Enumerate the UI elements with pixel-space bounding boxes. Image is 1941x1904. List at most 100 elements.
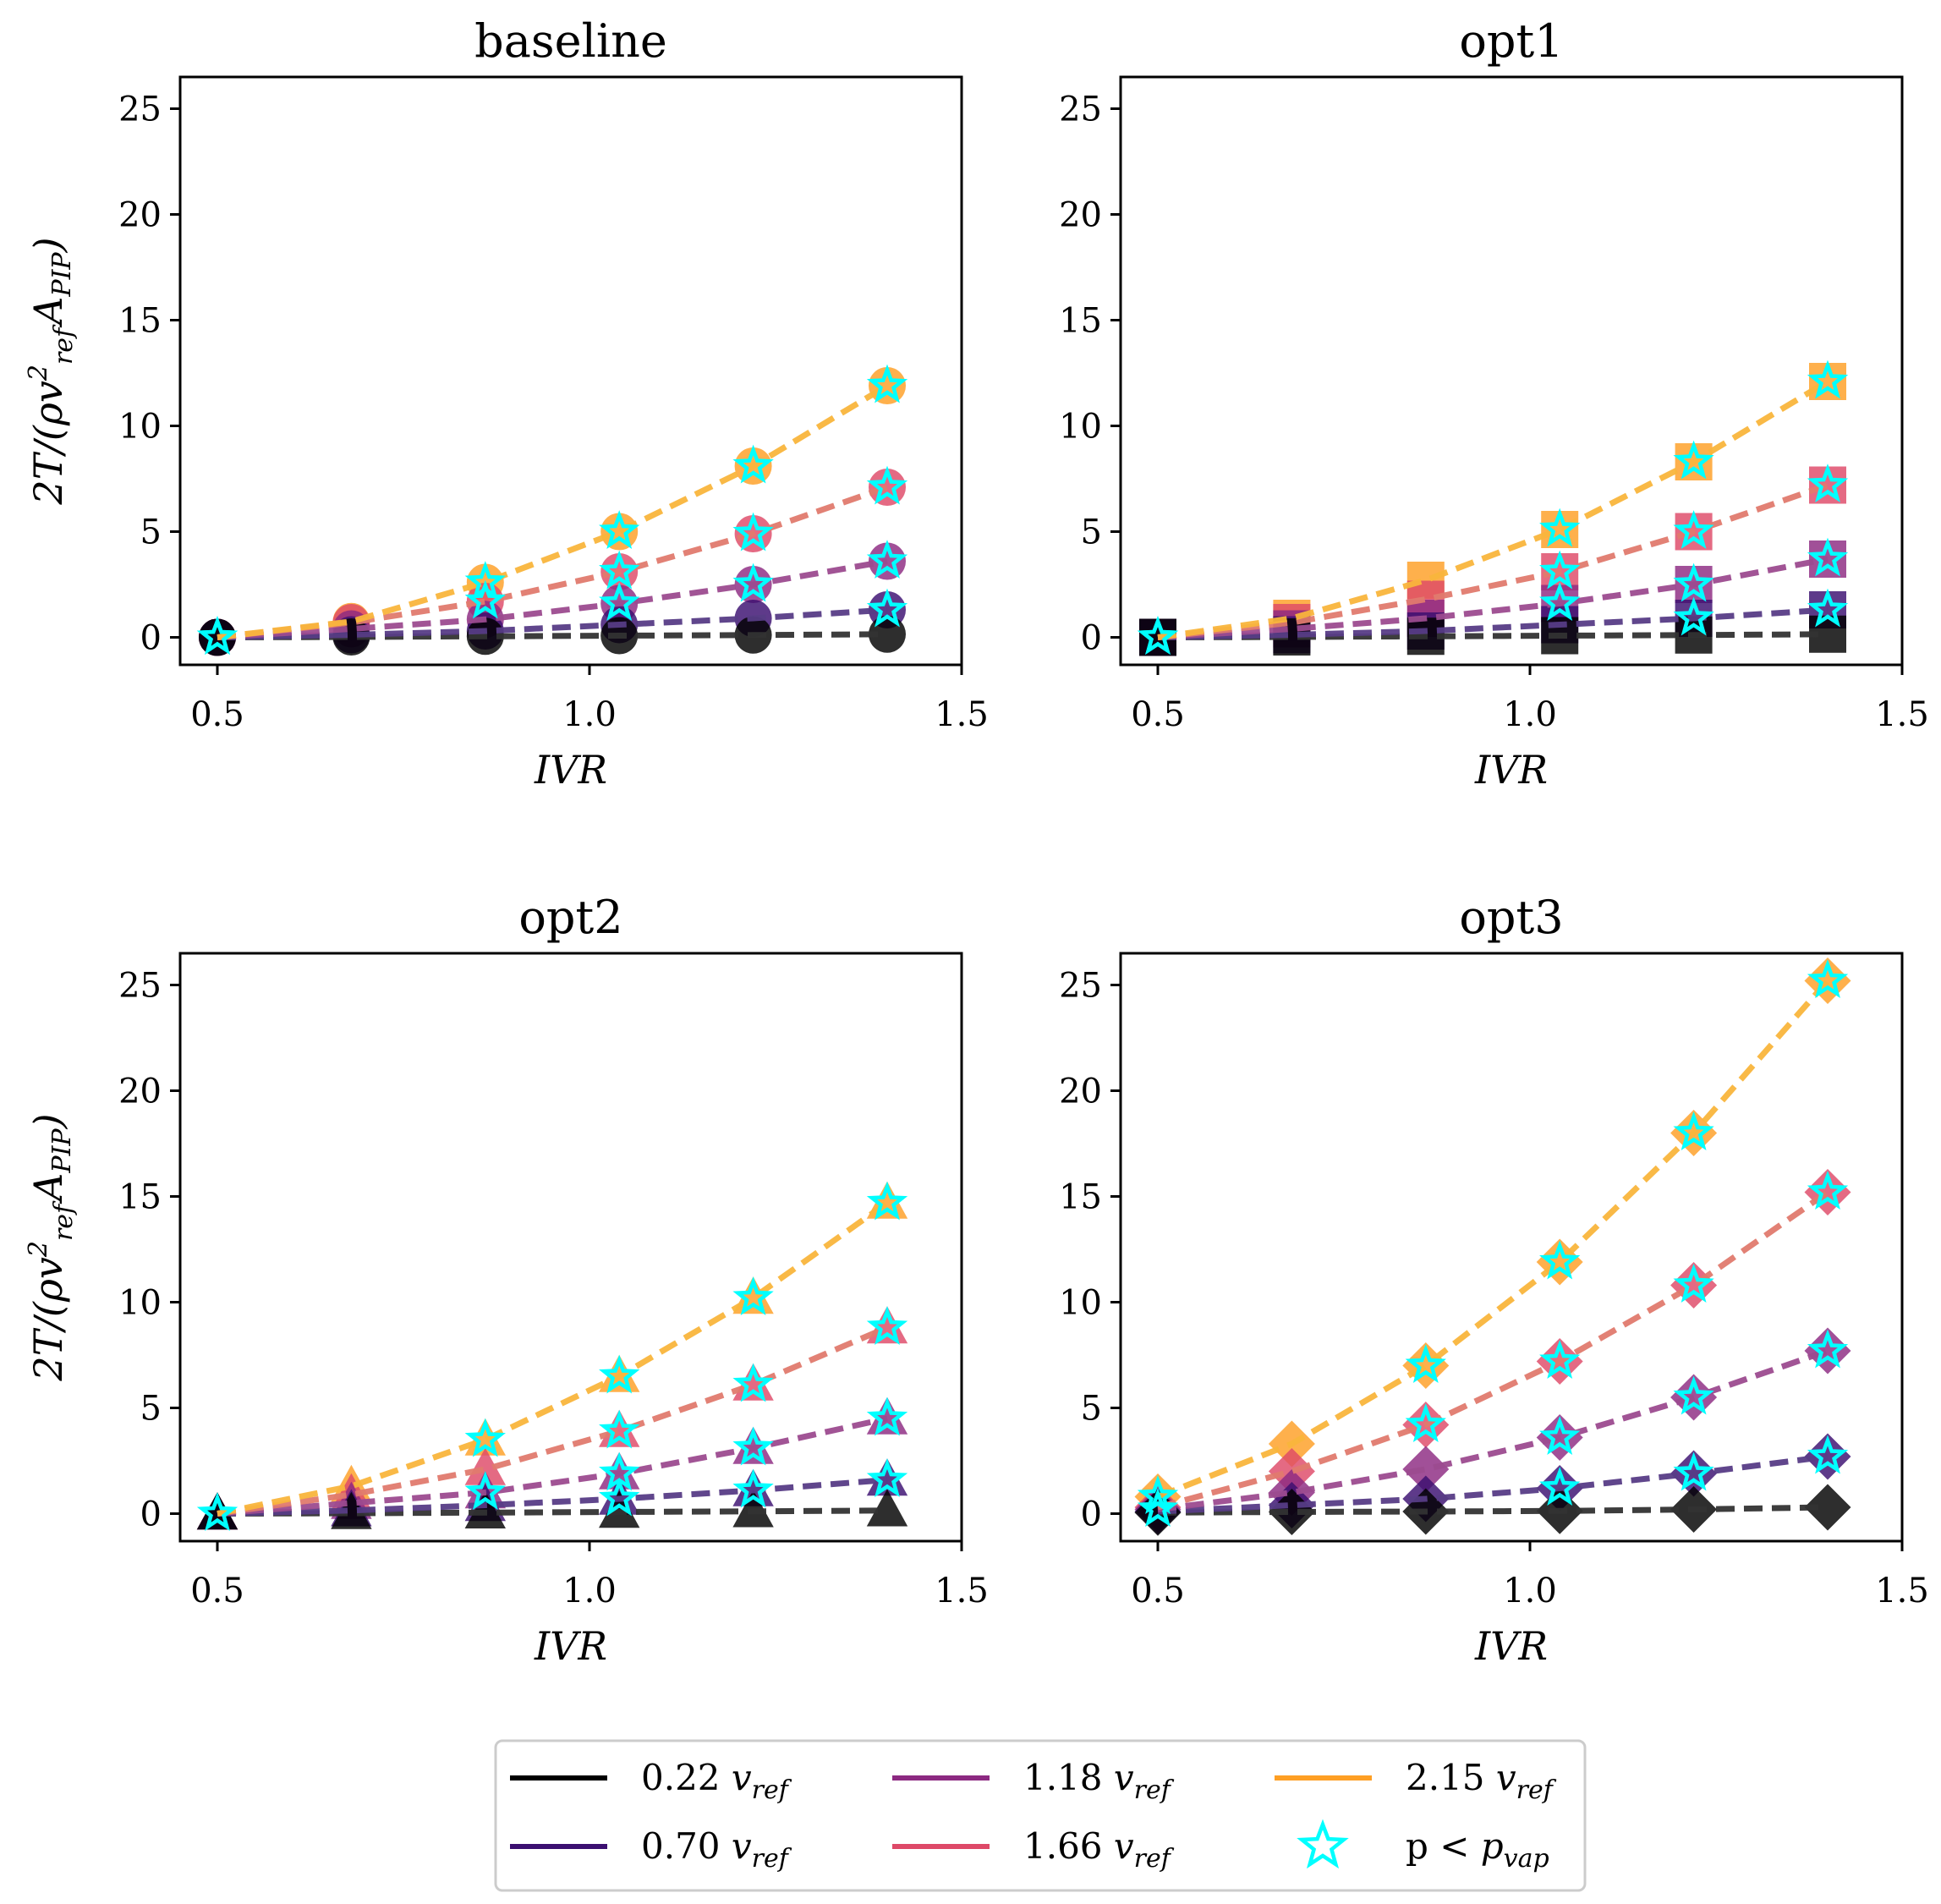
cavitation-star xyxy=(732,1363,774,1402)
cavitation-star xyxy=(1807,359,1849,399)
x-axis-label: IVR xyxy=(534,1623,607,1669)
cavitation-star xyxy=(1137,616,1179,656)
cavitation-star xyxy=(1539,1240,1581,1280)
legend-label: 2.15 vref xyxy=(1406,1757,1557,1805)
cavitation-star xyxy=(1673,1264,1714,1303)
cavitation-star xyxy=(1807,464,1849,503)
x-tick-label: 1.0 xyxy=(1503,1572,1557,1610)
series-line-1 xyxy=(1157,606,1829,640)
legend-items: 0.22 vref 0.70 vref 1.18 vref 1.66 vref 2.15… xyxy=(510,1757,1557,1874)
series-line-4 xyxy=(1157,378,1829,640)
y-tick-label: 20 xyxy=(118,1073,162,1111)
y-tick-label: 0 xyxy=(1081,1495,1102,1534)
plot-area xyxy=(199,367,906,656)
series-line-4 xyxy=(217,1200,890,1517)
series-line-2 xyxy=(1157,1347,1829,1512)
panel-title: opt3 xyxy=(1459,891,1563,944)
cavitation-star xyxy=(1137,1488,1179,1528)
panel-baseline: baseline 0 5 10 15 20 25 0.5 1.0 1.5 IVR 2T/(ρv2ref… xyxy=(24,14,989,793)
series-line-0 xyxy=(217,631,888,640)
panel-title: opt2 xyxy=(518,891,622,944)
series-line-4 xyxy=(217,382,889,640)
y-tick-label: 15 xyxy=(1059,302,1102,341)
panel-opt2: opt2 0 5 10 15 20 25 0.5 1.0 1.5 IVR 2T/(ρv2refAPIP… xyxy=(24,891,989,1669)
cavitation-star xyxy=(1539,1467,1581,1506)
x-axis-label: IVR xyxy=(1474,1623,1548,1669)
y-tick-label: 25 xyxy=(1059,91,1102,129)
data-point-3-2 xyxy=(464,1447,506,1485)
legend-item-1: 0.70 vref xyxy=(510,1825,792,1874)
series-line-3 xyxy=(1157,1189,1829,1511)
plot-area xyxy=(1139,363,1846,656)
x-tick-label: 1.5 xyxy=(935,695,989,734)
legend-item-0: 0.22 vref xyxy=(510,1757,792,1805)
x-tick-label: 0.5 xyxy=(1131,695,1185,734)
y-tick-label: 15 xyxy=(118,302,162,341)
series-line-1 xyxy=(217,606,888,640)
legend-label: 1.66 vref xyxy=(1023,1825,1175,1874)
cavitation-star xyxy=(866,1458,908,1498)
y-tick-label: 15 xyxy=(1059,1178,1102,1217)
legend-label: p < pvap xyxy=(1406,1825,1549,1874)
cavitation-star xyxy=(1807,959,1849,999)
cavitation-star xyxy=(1673,510,1714,550)
cavitation-star xyxy=(1807,537,1849,577)
legend-item-4: 2.15 vref xyxy=(1275,1757,1557,1805)
cavitation-star xyxy=(866,1181,908,1221)
y-tick-label: 5 xyxy=(140,1390,162,1429)
cavitation-star xyxy=(1673,1451,1714,1491)
legend-star-icon xyxy=(1297,1819,1349,1869)
cavitation-star xyxy=(732,1468,774,1508)
cavitation-star xyxy=(599,582,640,622)
axes-frame xyxy=(1119,952,1904,1543)
y-tick-label: 0 xyxy=(140,1495,162,1534)
cavitation-star xyxy=(599,1451,640,1491)
cavitation-star xyxy=(1807,1171,1849,1210)
cavitation-star xyxy=(866,1396,908,1436)
y-tick-label: 15 xyxy=(118,1178,162,1217)
y-tick-label: 0 xyxy=(1081,619,1102,658)
cavitation-star xyxy=(196,616,239,656)
cavitation-star xyxy=(1539,1340,1581,1380)
y-tick-label: 20 xyxy=(1059,196,1102,235)
legend-label: 0.22 vref xyxy=(641,1757,792,1805)
cavitation-star xyxy=(1539,550,1581,590)
x-tick-label: 1.0 xyxy=(1503,695,1557,734)
cavitation-star xyxy=(599,510,640,550)
y-tick-label: 25 xyxy=(1059,967,1102,1006)
x-tick-label: 1.5 xyxy=(1875,695,1929,734)
panel-opt1: opt1 0 5 10 15 20 25 0.5 1.0 1.5 IVR xyxy=(1059,14,1929,793)
cavitation-star xyxy=(732,512,774,551)
cavitation-star xyxy=(196,1492,239,1532)
cavitation-star xyxy=(1673,1375,1714,1415)
cavitation-star xyxy=(866,364,908,403)
y-tick-label: 5 xyxy=(1081,513,1102,552)
data-point-1-5 xyxy=(866,1458,908,1496)
data-point-3-3 xyxy=(599,1409,640,1447)
cavitation-star xyxy=(732,444,774,484)
y-tick-label: 10 xyxy=(118,1284,162,1323)
series-line-1 xyxy=(217,1477,888,1517)
x-tick-label: 1.5 xyxy=(935,1572,989,1610)
data-point-2-5 xyxy=(866,1396,908,1435)
legend-label: 0.70 vref xyxy=(641,1825,792,1874)
cavitation-star xyxy=(1673,440,1714,480)
plot-area xyxy=(1134,957,1851,1536)
x-tick-label: 0.5 xyxy=(190,1572,244,1610)
axes-frame xyxy=(1119,75,1904,667)
cavitation-star xyxy=(1807,1435,1849,1474)
y-tick-label: 25 xyxy=(118,91,162,129)
y-tick-label: 0 xyxy=(140,619,162,658)
series-line-3 xyxy=(1157,482,1829,640)
series-line-2 xyxy=(217,558,888,640)
legend-item-2: 1.18 vref xyxy=(892,1757,1175,1805)
y-axis-label: 2T/(ρv2refAPIP) xyxy=(24,237,79,505)
y-tick-label: 5 xyxy=(140,513,162,552)
cavitation-star xyxy=(1807,1329,1849,1369)
cavitation-star xyxy=(866,588,908,628)
series-line-0 xyxy=(217,1507,888,1517)
x-tick-label: 0.5 xyxy=(1131,1572,1185,1610)
series-line-4 xyxy=(1156,979,1830,1500)
cavitation-star xyxy=(599,1354,640,1394)
